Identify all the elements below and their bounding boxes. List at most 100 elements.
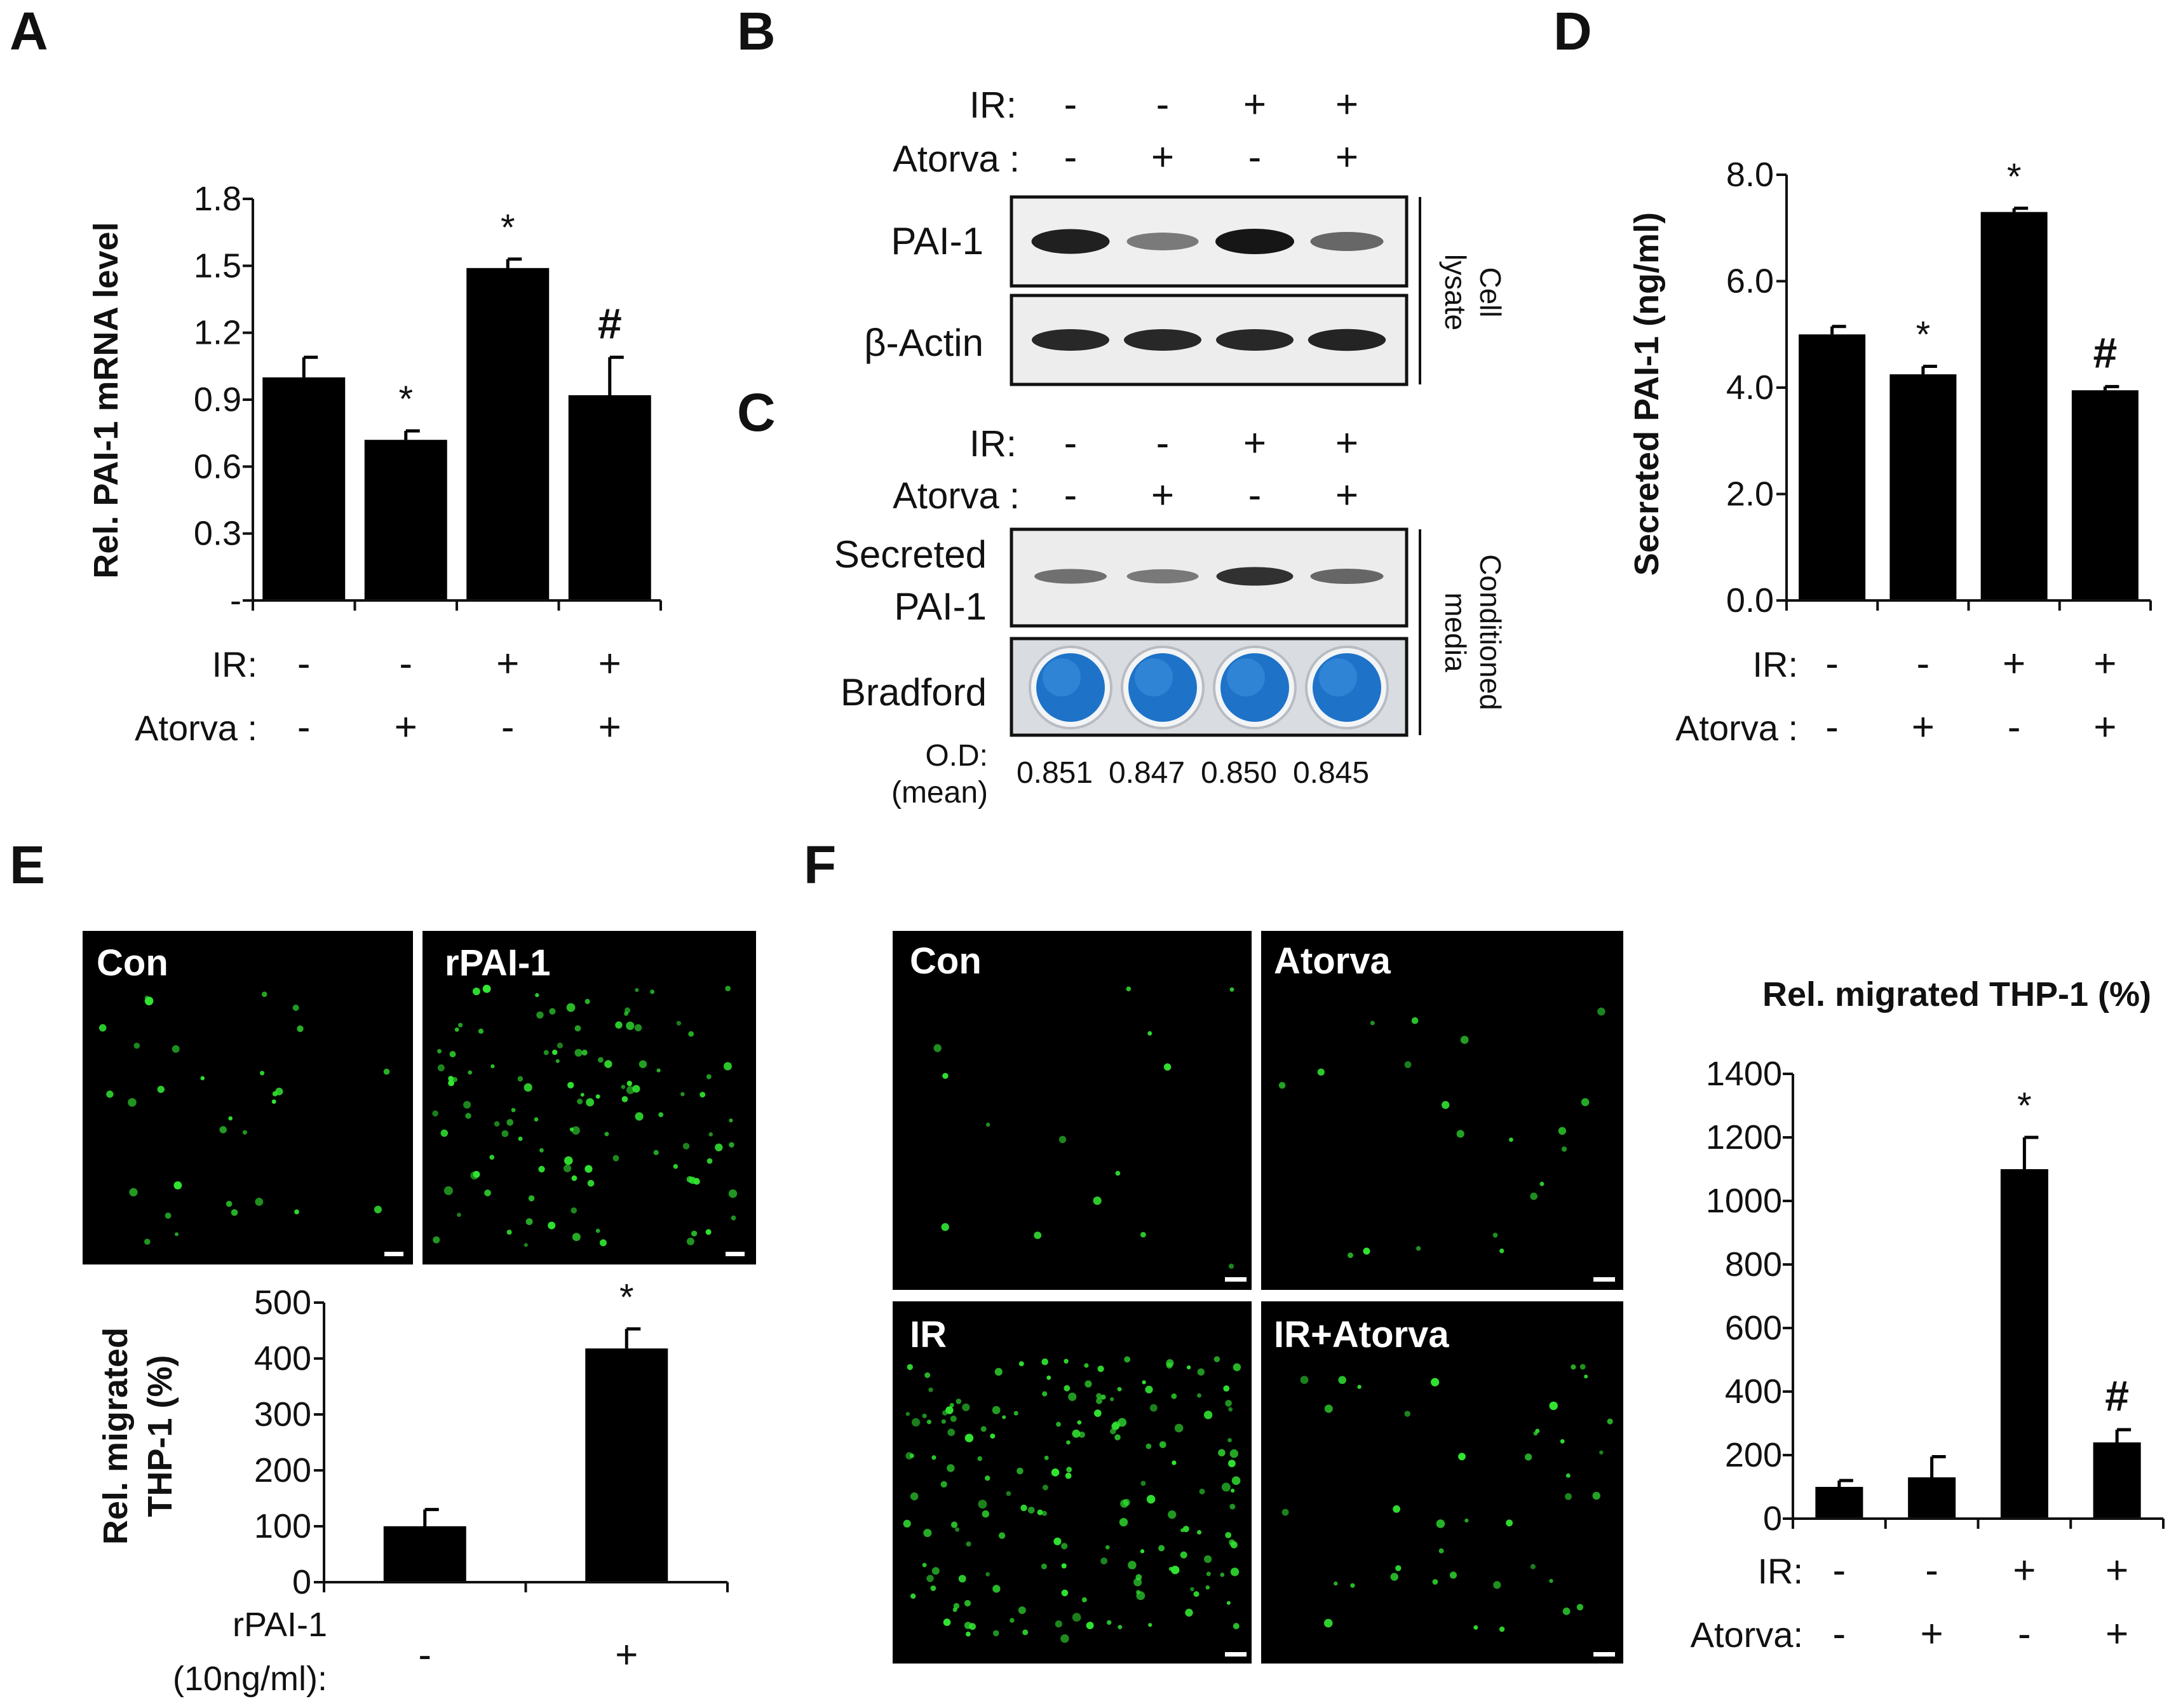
- fluorescent-cell: [1561, 1146, 1567, 1152]
- fluorescent-cell: [1205, 1585, 1210, 1590]
- fluorescent-cell: [1133, 1578, 1142, 1587]
- fluorescent-cell: [956, 1399, 962, 1404]
- fluorescent-cell: [1493, 1581, 1501, 1589]
- fluorescent-cell: [943, 1618, 951, 1626]
- chart-e-bars: *: [383, 1277, 668, 1582]
- fluorescent-cell: [144, 995, 149, 1000]
- chart-a-ir-signs: - - + +: [297, 642, 621, 686]
- fluorescent-cell: [538, 1165, 545, 1173]
- panel-letter-d: D: [1553, 1, 1592, 61]
- chart-a-ytick-label: -: [230, 581, 241, 620]
- fluorescent-cell: [1010, 1618, 1015, 1623]
- chart-f-ytick-label: 200: [1725, 1436, 1782, 1474]
- fluorescent-cell: [952, 1607, 957, 1612]
- fluorescent-cell: [1525, 1453, 1532, 1461]
- chart-f-ytick-label: 1400: [1706, 1055, 1782, 1093]
- micrograph-f-cells: [903, 986, 1613, 1643]
- fluorescent-cell: [271, 1099, 276, 1104]
- fluorescent-cell: [1041, 1510, 1047, 1516]
- blot-c-secreted-band: [1126, 569, 1199, 584]
- fluorescent-cell: [994, 1367, 1003, 1376]
- fluorescent-cell: [1060, 1634, 1069, 1643]
- micrographs-e: Con rPAI-1: [83, 931, 756, 1264]
- fluorescent-cell: [1549, 1578, 1553, 1583]
- fluorescent-cell: [1013, 1411, 1018, 1416]
- fluorescent-cell: [581, 1049, 588, 1056]
- fluorescent-cell: [1348, 1252, 1353, 1258]
- fluorescent-cell: [1041, 1563, 1047, 1569]
- chart-e-bar: [383, 1526, 466, 1582]
- fluorescent-cell: [1066, 1467, 1072, 1473]
- fluorescent-cell: [682, 1142, 690, 1150]
- fluorescent-cell: [1158, 1545, 1165, 1552]
- fluorescent-cell: [1112, 1421, 1121, 1429]
- fluorescent-cell: [157, 1085, 165, 1094]
- fluorescent-cell: [689, 1176, 696, 1184]
- panel-letter-e: E: [10, 835, 45, 895]
- fluorescent-cell: [1499, 1626, 1505, 1632]
- fluorescent-cell: [1233, 1623, 1240, 1630]
- fluorescent-cell: [1196, 1529, 1202, 1535]
- fluorescent-cell: [1226, 1601, 1231, 1605]
- micrograph-f-ir-atorva-scalebar: [1593, 1652, 1615, 1657]
- micrograph-e-cells: [98, 984, 738, 1247]
- fluorescent-cell: [1223, 1385, 1230, 1392]
- chart-a-ytick-label: 1.8: [194, 180, 241, 218]
- fluorescent-cell: [1185, 1608, 1193, 1617]
- chart-e-y-ticks: 0 100 200 300 400 500: [254, 1284, 729, 1601]
- fluorescent-cell: [587, 1179, 595, 1187]
- fluorescent-cell: [524, 1083, 532, 1092]
- fluorescent-cell: [1449, 1571, 1457, 1579]
- fluorescent-cell: [931, 1455, 936, 1460]
- micrograph-e-con: [83, 931, 413, 1264]
- fluorescent-cell: [517, 1076, 524, 1082]
- fluorescent-cell: [175, 1232, 179, 1237]
- chart-a-significance-marker: *: [398, 379, 413, 420]
- fluorescent-cell: [1126, 986, 1132, 992]
- fluorescent-cell: [1530, 1192, 1538, 1200]
- fluorescent-cell: [1097, 1366, 1104, 1372]
- fluorescent-cell: [1055, 1620, 1062, 1628]
- fluorescent-cell: [1464, 1518, 1469, 1523]
- chart-d-bar: [1799, 334, 1866, 600]
- fluorescent-cell: [635, 988, 639, 993]
- fluorescent-cell: [1187, 1365, 1191, 1370]
- fluorescent-cell: [585, 999, 590, 1005]
- panel-letter-c: C: [737, 383, 776, 442]
- blot-c-secreted-bands: [1034, 567, 1384, 586]
- chart-d-ylabel: Secreted PAI-1 (ng/ml): [1628, 212, 1666, 576]
- blot-b-pai1-band: [1310, 231, 1384, 252]
- blot-b-actin-band: [1124, 329, 1201, 351]
- blot-c-od-value: 0.851: [1017, 756, 1093, 790]
- fluorescent-cell: [1323, 1618, 1333, 1628]
- chart-f-ytick-label: 800: [1725, 1245, 1782, 1284]
- fluorescent-cell: [1416, 1246, 1421, 1251]
- fluorescent-cell: [905, 1412, 910, 1416]
- fluorescent-cell: [1231, 1488, 1235, 1493]
- fluorescent-cell: [1142, 1380, 1146, 1385]
- fluorescent-cell: [1411, 1017, 1419, 1024]
- fluorescent-cell: [723, 1062, 732, 1071]
- fluorescent-cell: [708, 1132, 713, 1137]
- fluorescent-cell: [653, 1149, 659, 1155]
- fluorescent-cell: [506, 1119, 513, 1126]
- chart-d: Secreted PAI-1 (ng/ml) 0.0 2.0 4.0 6.0 8.0 *…: [1628, 156, 2152, 749]
- fluorescent-cell: [1404, 1411, 1410, 1417]
- fluorescent-cell: [964, 1622, 972, 1629]
- blot-b-ir-label: IR:: [970, 85, 1017, 126]
- fluorescent-cell: [1056, 1421, 1061, 1427]
- blot-b-ir-sign: +: [1335, 83, 1358, 126]
- blot-b-atorva-label: Atorva :: [893, 139, 1020, 180]
- fluorescent-cell: [534, 1117, 539, 1122]
- panel-letter-a: A: [10, 1, 48, 61]
- fluorescent-cell: [1123, 1498, 1130, 1506]
- fluorescent-cell: [454, 1027, 459, 1032]
- fluorescent-cell: [255, 1198, 264, 1206]
- chart-a-significance-marker: *: [501, 207, 515, 248]
- fluorescent-cell: [173, 1181, 182, 1190]
- fluorescent-cell: [731, 1215, 736, 1221]
- fluorescent-cell: [1064, 1359, 1069, 1364]
- fluorescent-cell: [242, 1130, 247, 1135]
- blot-c-atorva-sign: -: [1064, 473, 1078, 517]
